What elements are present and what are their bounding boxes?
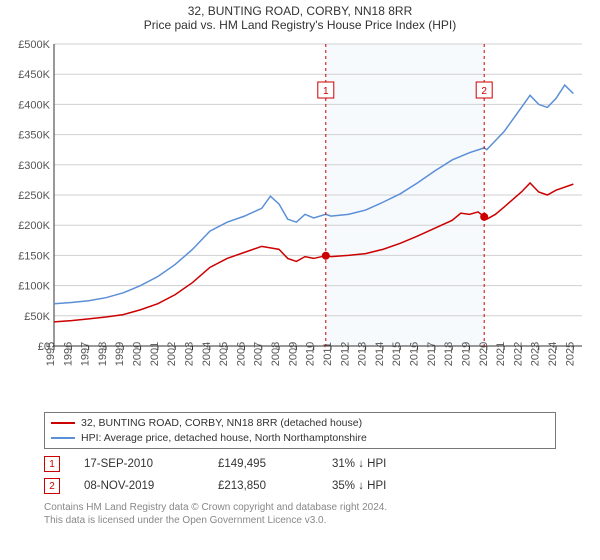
x-tick-label: 2001: [149, 342, 161, 366]
event-date: 17-SEP-2010: [84, 458, 194, 470]
x-tick-label: 2007: [253, 342, 265, 366]
event-box-label: 1: [323, 86, 329, 97]
event-marker: 2: [44, 478, 60, 494]
x-tick-label: 2012: [339, 342, 351, 366]
legend-label: 32, BUNTING ROAD, CORBY, NN18 8RR (detac…: [81, 416, 362, 431]
legend-label: HPI: Average price, detached house, Nort…: [81, 431, 367, 446]
y-tick-label: £450K: [18, 69, 50, 81]
y-tick-label: £300K: [18, 160, 50, 172]
y-tick-label: £350K: [18, 130, 50, 142]
legend-swatch: [51, 437, 75, 439]
x-tick-label: 1995: [45, 342, 57, 366]
x-tick-label: 2013: [357, 342, 369, 366]
legend-swatch: [51, 422, 75, 424]
x-tick-label: 1997: [80, 342, 92, 366]
event-dot: [480, 213, 488, 221]
x-tick-label: 2009: [287, 342, 299, 366]
footer-line: This data is licensed under the Open Gov…: [44, 514, 556, 527]
event-delta: 31% ↓ HPI: [332, 458, 386, 470]
y-tick-label: £50K: [24, 311, 50, 323]
event-box-label: 2: [481, 86, 487, 97]
y-tick-label: £500K: [18, 39, 50, 51]
event-dot: [322, 252, 330, 260]
x-tick-label: 2008: [270, 342, 282, 366]
y-tick-label: £400K: [18, 99, 50, 111]
price-chart: £0£50K£100K£150K£200K£250K£300K£350K£400…: [10, 36, 590, 406]
footer-attribution: Contains HM Land Registry data © Crown c…: [44, 501, 556, 527]
x-tick-label: 2010: [305, 342, 317, 366]
event-date: 08-NOV-2019: [84, 480, 194, 492]
legend: 32, BUNTING ROAD, CORBY, NN18 8RR (detac…: [44, 412, 556, 449]
x-tick-label: 2003: [183, 342, 195, 366]
x-tick-label: 2018: [443, 342, 455, 366]
y-tick-label: £200K: [18, 220, 50, 232]
x-tick-label: 2024: [547, 342, 559, 366]
x-tick-label: 2000: [132, 342, 144, 366]
series-hpi: [54, 85, 573, 304]
event-price: £213,850: [218, 480, 308, 492]
x-tick-label: 2022: [512, 342, 524, 366]
series-property: [54, 183, 573, 322]
x-tick-label: 2016: [409, 342, 421, 366]
page-subtitle: Price paid vs. HM Land Registry's House …: [0, 18, 600, 36]
x-tick-label: 1996: [62, 342, 74, 366]
y-tick-label: £150K: [18, 250, 50, 262]
legend-item: HPI: Average price, detached house, Nort…: [51, 431, 549, 446]
x-tick-label: 2025: [564, 342, 576, 366]
page-title: 32, BUNTING ROAD, CORBY, NN18 8RR: [0, 0, 600, 18]
y-tick-label: £100K: [18, 281, 50, 293]
x-tick-label: 2015: [391, 342, 403, 366]
y-tick-label: £250K: [18, 190, 50, 202]
events-table: 1 17-SEP-2010 £149,495 31% ↓ HPI 2 08-NOV-201…: [44, 453, 556, 497]
x-tick-label: 1998: [97, 342, 109, 366]
legend-item: 32, BUNTING ROAD, CORBY, NN18 8RR (detac…: [51, 416, 549, 431]
x-tick-label: 2011: [322, 342, 334, 366]
x-tick-label: 2005: [218, 342, 230, 366]
x-tick-label: 2002: [166, 342, 178, 366]
x-tick-label: 2017: [426, 342, 438, 366]
event-marker: 1: [44, 456, 60, 472]
x-tick-label: 2019: [460, 342, 472, 366]
event-row: 1 17-SEP-2010 £149,495 31% ↓ HPI: [44, 453, 556, 475]
footer-line: Contains HM Land Registry data © Crown c…: [44, 501, 556, 514]
x-tick-label: 2004: [201, 342, 213, 366]
x-tick-label: 1999: [114, 342, 126, 366]
x-tick-label: 2014: [374, 342, 386, 366]
x-tick-label: 2023: [530, 342, 542, 366]
event-delta: 35% ↓ HPI: [332, 480, 386, 492]
x-tick-label: 2006: [235, 342, 247, 366]
event-price: £149,495: [218, 458, 308, 470]
event-row: 2 08-NOV-2019 £213,850 35% ↓ HPI: [44, 475, 556, 497]
chart-svg: £0£50K£100K£150K£200K£250K£300K£350K£400…: [10, 36, 590, 406]
x-tick-label: 2021: [495, 342, 507, 366]
